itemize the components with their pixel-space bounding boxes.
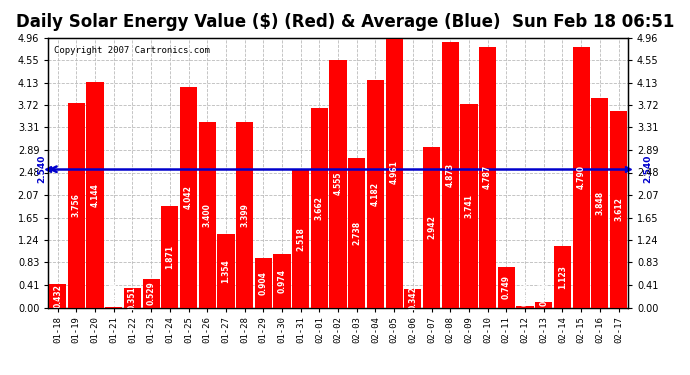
Bar xyxy=(367,80,384,308)
Text: 3.848: 3.848 xyxy=(595,191,604,215)
Text: 4.042: 4.042 xyxy=(184,186,193,209)
Text: 0.014: 0.014 xyxy=(109,282,118,306)
Text: 4.790: 4.790 xyxy=(577,165,586,189)
Text: 1.871: 1.871 xyxy=(166,244,175,268)
Text: 2.540: 2.540 xyxy=(643,155,652,183)
Text: 3.400: 3.400 xyxy=(203,203,212,227)
Bar xyxy=(217,234,235,308)
Text: 2.738: 2.738 xyxy=(353,221,362,245)
Bar xyxy=(255,258,272,308)
Text: 2.942: 2.942 xyxy=(427,216,436,239)
Bar xyxy=(292,170,309,308)
Text: 4.961: 4.961 xyxy=(390,160,399,184)
Text: 0.036: 0.036 xyxy=(520,282,529,306)
Bar xyxy=(497,267,515,308)
Bar xyxy=(236,123,253,308)
Text: 0.974: 0.974 xyxy=(277,269,286,293)
Text: 3.662: 3.662 xyxy=(315,196,324,220)
Bar xyxy=(535,302,553,307)
Bar xyxy=(460,104,477,308)
Text: Copyright 2007 Cartronics.com: Copyright 2007 Cartronics.com xyxy=(54,46,210,55)
Text: 0.749: 0.749 xyxy=(502,275,511,299)
Text: 3.399: 3.399 xyxy=(240,203,249,227)
Text: 3.756: 3.756 xyxy=(72,194,81,217)
Bar xyxy=(573,47,590,308)
Bar xyxy=(423,147,440,308)
Text: 4.873: 4.873 xyxy=(446,163,455,187)
Text: Daily Solar Energy Value ($) (Red) & Average (Blue)  Sun Feb 18 06:51: Daily Solar Energy Value ($) (Red) & Ave… xyxy=(16,13,674,31)
Bar xyxy=(348,159,366,308)
Text: 0.105: 0.105 xyxy=(540,283,549,306)
Text: 3.612: 3.612 xyxy=(614,197,623,221)
Text: 2.540: 2.540 xyxy=(37,155,46,183)
Text: 4.182: 4.182 xyxy=(371,182,380,206)
Bar xyxy=(199,122,216,308)
Bar xyxy=(161,206,179,308)
Text: 0.432: 0.432 xyxy=(53,284,62,308)
Bar xyxy=(330,60,346,308)
Text: 2.518: 2.518 xyxy=(296,227,305,251)
Text: 0.342: 0.342 xyxy=(408,286,417,310)
Text: 0.904: 0.904 xyxy=(259,271,268,295)
Bar xyxy=(68,103,85,308)
Bar xyxy=(105,307,122,308)
Bar xyxy=(143,279,159,308)
Bar xyxy=(554,246,571,308)
Bar xyxy=(273,255,290,308)
Text: 1.123: 1.123 xyxy=(558,265,567,289)
Text: 4.144: 4.144 xyxy=(90,183,99,207)
Bar xyxy=(404,289,422,308)
Bar xyxy=(180,87,197,308)
Bar xyxy=(124,288,141,308)
Text: 4.555: 4.555 xyxy=(333,172,343,195)
Text: 4.787: 4.787 xyxy=(483,165,492,189)
Bar xyxy=(479,47,496,308)
Bar xyxy=(517,306,533,308)
Bar xyxy=(310,108,328,308)
Text: 0.351: 0.351 xyxy=(128,286,137,310)
Bar xyxy=(49,284,66,308)
Text: 0.529: 0.529 xyxy=(147,281,156,305)
Bar xyxy=(591,98,609,308)
Bar xyxy=(86,82,104,308)
Text: 3.741: 3.741 xyxy=(464,194,473,217)
Bar xyxy=(442,42,459,308)
Text: 1.354: 1.354 xyxy=(221,259,230,282)
Bar xyxy=(386,38,403,308)
Bar xyxy=(610,111,627,308)
